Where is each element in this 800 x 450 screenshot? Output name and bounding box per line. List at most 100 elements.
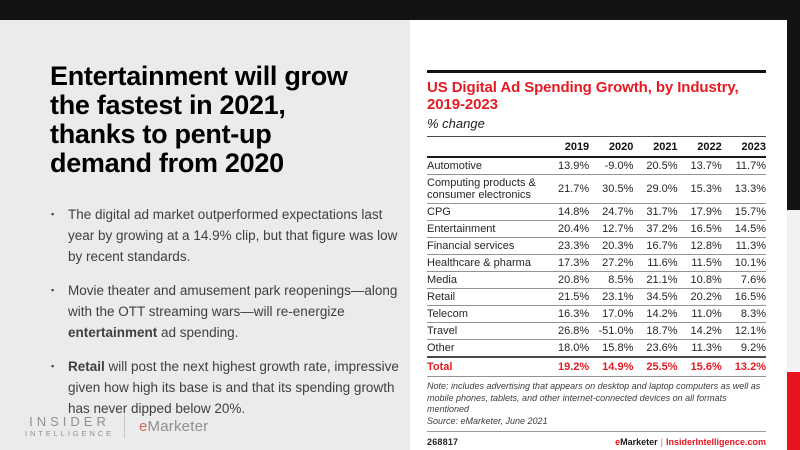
chart-brand: eMarketer | InsiderIntelligence.com [615,437,766,447]
logo-line-insider: INSIDER [29,413,110,429]
row-label: Healthcare & pharma [427,254,545,272]
cell: 13.7% [677,157,722,175]
total-cell: 19.2% [545,356,590,377]
brand-marketer: Marketer [620,437,658,447]
chart-top-rule [427,70,766,73]
cell: 16.7% [633,237,678,255]
row-label: Retail [427,288,545,306]
table-row: Automotive 13.9% -9.0% 20.5% 13.7% 11.7% [427,157,766,175]
chart-title: US Digital Ad Spending Growth, by Indust… [427,79,739,113]
edge-accent-gray [787,210,800,372]
cell: 13.3% [721,174,766,204]
row-label: Telecom [427,305,545,323]
cell: 20.2% [677,288,722,306]
bullet-item: ▪ Movie theater and amusement park reope… [51,280,402,343]
bullet-text: Retail will post the next highest growth… [68,356,402,419]
cell: 8.5% [589,271,634,289]
row-label: CPG [427,203,545,221]
cell: 11.0% [677,305,722,323]
cell: 17.3% [545,254,590,272]
cell: 23.6% [633,339,678,358]
total-cell: 13.2% [721,356,766,377]
row-label: Travel [427,322,545,340]
table-row: Retail 21.5% 23.1% 34.5% 20.2% 16.5% [427,288,766,306]
chart-id: 268817 [427,437,459,447]
cell: 24.7% [589,203,634,221]
cell: 15.3% [677,174,722,204]
header-year: 2021 [633,136,678,158]
cell: 12.1% [721,322,766,340]
chart-note: Note: includes advertising that appears … [427,381,761,414]
brand-separator: | [660,437,663,447]
cell: 11.7% [721,157,766,175]
bullet-icon: ▪ [51,361,55,371]
table-row: Media 20.8% 8.5% 21.1% 10.8% 7.6% [427,271,766,289]
insider-intelligence-logo: INSIDER INTELLIGENCE eMarketer [25,414,208,438]
row-label: Entertainment [427,220,545,238]
table-total-row: Total 19.2% 14.9% 25.5% 15.6% 13.2% [427,356,766,377]
bullet-segment: The digital ad market outperformed expec… [68,207,398,264]
header-year: 2022 [677,136,722,158]
headline-line: demand from 2020 [50,148,284,178]
table-row: Financial services 23.3% 20.3% 16.7% 12.… [427,237,766,255]
cell: 16.3% [545,305,590,323]
header-year: 2020 [589,136,634,158]
bullet-segment: will post the next highest growth rate, … [68,359,399,416]
cell: 27.2% [589,254,634,272]
cell: 14.2% [633,305,678,323]
cell: 14.8% [545,203,590,221]
chart-source: Source: eMarketer, June 2021 [427,415,548,426]
cell: 15.7% [721,203,766,221]
table-row: Other 18.0% 15.8% 23.6% 11.3% 9.2% [427,339,766,358]
cell: 23.3% [545,237,590,255]
header-year: 2019 [545,136,590,158]
chart-subtitle: % change [427,116,485,131]
cell: 10.1% [721,254,766,272]
bullet-icon: ▪ [51,285,55,295]
table-row: Entertainment 20.4% 12.7% 37.2% 16.5% 14… [427,220,766,238]
cell: 17.0% [589,305,634,323]
cell: 18.7% [633,322,678,340]
row-label: Media [427,271,545,289]
cell: 13.9% [545,157,590,175]
slide-headline: Entertainment will grow the fastest in 2… [50,62,380,178]
headline-line: the fastest in 2021, [50,90,286,120]
edge-accent-red [787,372,800,450]
cell: 9.2% [721,339,766,358]
table-row: Travel 26.8% -51.0% 18.7% 14.2% 12.1% [427,322,766,340]
bullet-segment: Movie theater and amusement park reopeni… [68,283,398,319]
bullet-segment: ad spending. [157,325,239,340]
headline-line: Entertainment will grow [50,61,348,91]
total-cell: 15.6% [677,356,722,377]
data-table: 2019 2020 2021 2022 2023 Automotive 13.9… [427,136,766,377]
cell: 20.5% [633,157,678,175]
chart-footer: 268817 eMarketer | InsiderIntelligence.com [427,437,766,447]
cell: 14.5% [721,220,766,238]
cell: 34.5% [633,288,678,306]
top-bar [0,0,800,20]
cell: 11.6% [633,254,678,272]
cell: 7.6% [721,271,766,289]
cell: 20.4% [545,220,590,238]
cell: -51.0% [589,322,634,340]
emarketer-rest: Marketer [147,417,209,435]
bullet-segment-bold: entertainment [68,325,158,340]
left-panel: Entertainment will grow the fastest in 2… [0,20,410,450]
bullet-item: ▪ Retail will post the next highest grow… [51,356,402,419]
cell: 11.5% [677,254,722,272]
cell: 8.3% [721,305,766,323]
emarketer-chart: US Digital Ad Spending Growth, by Indust… [427,70,766,447]
cell: 20.3% [589,237,634,255]
brand-e: e [615,437,621,447]
cell: -9.0% [589,157,634,175]
cell: 30.5% [589,174,634,204]
bullet-list: ▪ The digital ad market outperformed exp… [51,204,402,419]
cell: 31.7% [633,203,678,221]
cell: 14.2% [677,322,722,340]
cell: 23.1% [589,288,634,306]
cell: 12.8% [677,237,722,255]
chart-footer-divider [427,431,766,432]
cell: 10.8% [677,271,722,289]
cell: 21.7% [545,174,590,204]
